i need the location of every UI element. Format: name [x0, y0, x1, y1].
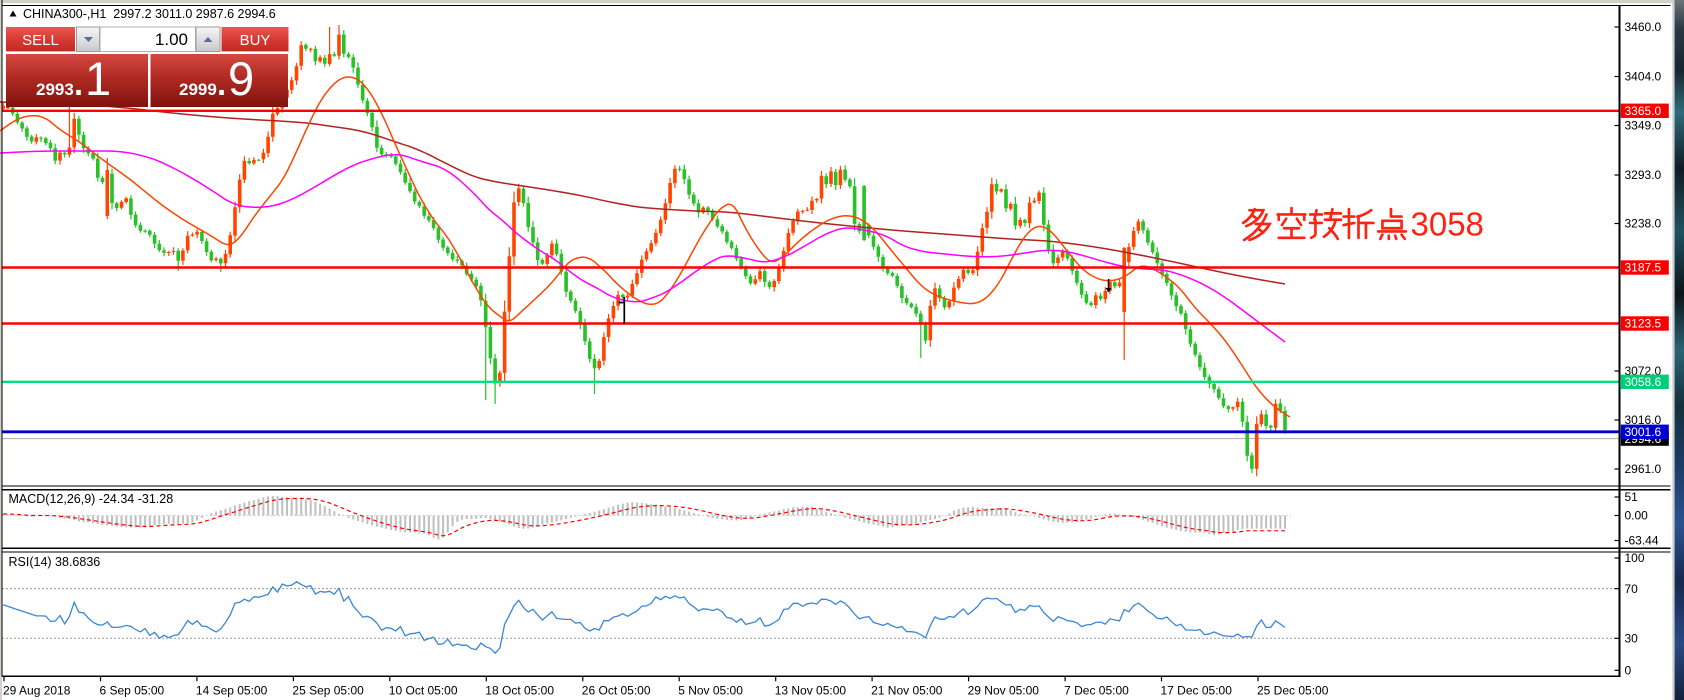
- svg-text:25 Sep 05:00: 25 Sep 05:00: [292, 684, 364, 698]
- svg-text:100: 100: [1625, 551, 1645, 565]
- svg-text:RSI(14) 38.6836: RSI(14) 38.6836: [9, 555, 101, 569]
- svg-text:3016.0: 3016.0: [1625, 413, 1662, 427]
- svg-text:-63.44: -63.44: [1625, 534, 1659, 548]
- svg-text:3058: 3058: [1411, 206, 1484, 243]
- svg-text:26 Oct 05:00: 26 Oct 05:00: [582, 684, 651, 698]
- svg-text:30: 30: [1625, 632, 1639, 646]
- svg-text:1.00: 1.00: [155, 30, 188, 49]
- svg-text:3293.0: 3293.0: [1625, 168, 1662, 182]
- svg-text:21 Nov 05:00: 21 Nov 05:00: [871, 684, 943, 698]
- svg-text:0.00: 0.00: [1625, 509, 1649, 523]
- svg-text:CHINA300-,H1 2997.2 3011.0 29: CHINA300-,H1 2997.2 3011.0 2987.6 2994.6: [23, 7, 276, 21]
- svg-text:3238.0: 3238.0: [1625, 217, 1662, 231]
- svg-text:MACD(12,26,9) -24.34 -31.28: MACD(12,26,9) -24.34 -31.28: [9, 492, 174, 506]
- svg-text:3123.5: 3123.5: [1625, 317, 1662, 331]
- svg-text:13 Nov 05:00: 13 Nov 05:00: [775, 684, 847, 698]
- svg-text:17 Dec 05:00: 17 Dec 05:00: [1161, 684, 1233, 698]
- svg-text:5 Nov 05:00: 5 Nov 05:00: [678, 684, 743, 698]
- svg-text:10 Oct 05:00: 10 Oct 05:00: [389, 684, 458, 698]
- svg-text:14 Sep 05:00: 14 Sep 05:00: [196, 684, 268, 698]
- svg-text:.9: .9: [215, 52, 254, 105]
- svg-text:3001.6: 3001.6: [1625, 425, 1662, 439]
- svg-text:3460.0: 3460.0: [1625, 20, 1662, 34]
- svg-text:3187.5: 3187.5: [1625, 261, 1662, 275]
- svg-text:2993: 2993: [36, 80, 74, 99]
- svg-text:70: 70: [1625, 582, 1639, 596]
- svg-text:3349.0: 3349.0: [1625, 119, 1662, 133]
- svg-text:18 Oct 05:00: 18 Oct 05:00: [485, 684, 554, 698]
- svg-text:SELL: SELL: [22, 32, 59, 49]
- svg-text:3058.6: 3058.6: [1625, 375, 1662, 389]
- svg-text:3365.0: 3365.0: [1625, 104, 1662, 118]
- svg-text:0: 0: [1625, 664, 1632, 678]
- svg-text:2961.0: 2961.0: [1625, 462, 1662, 476]
- svg-text:29 Nov 05:00: 29 Nov 05:00: [968, 684, 1040, 698]
- svg-text:3404.0: 3404.0: [1625, 70, 1662, 84]
- svg-text:51: 51: [1625, 490, 1639, 504]
- svg-text:7 Dec 05:00: 7 Dec 05:00: [1064, 684, 1129, 698]
- svg-text:29 Aug 2018: 29 Aug 2018: [3, 684, 71, 698]
- svg-text:2999: 2999: [179, 80, 217, 99]
- svg-text:.1: .1: [72, 52, 111, 105]
- svg-text:25 Dec 05:00: 25 Dec 05:00: [1257, 684, 1329, 698]
- svg-text:BUY: BUY: [240, 32, 271, 49]
- svg-text:6 Sep 05:00: 6 Sep 05:00: [100, 684, 165, 698]
